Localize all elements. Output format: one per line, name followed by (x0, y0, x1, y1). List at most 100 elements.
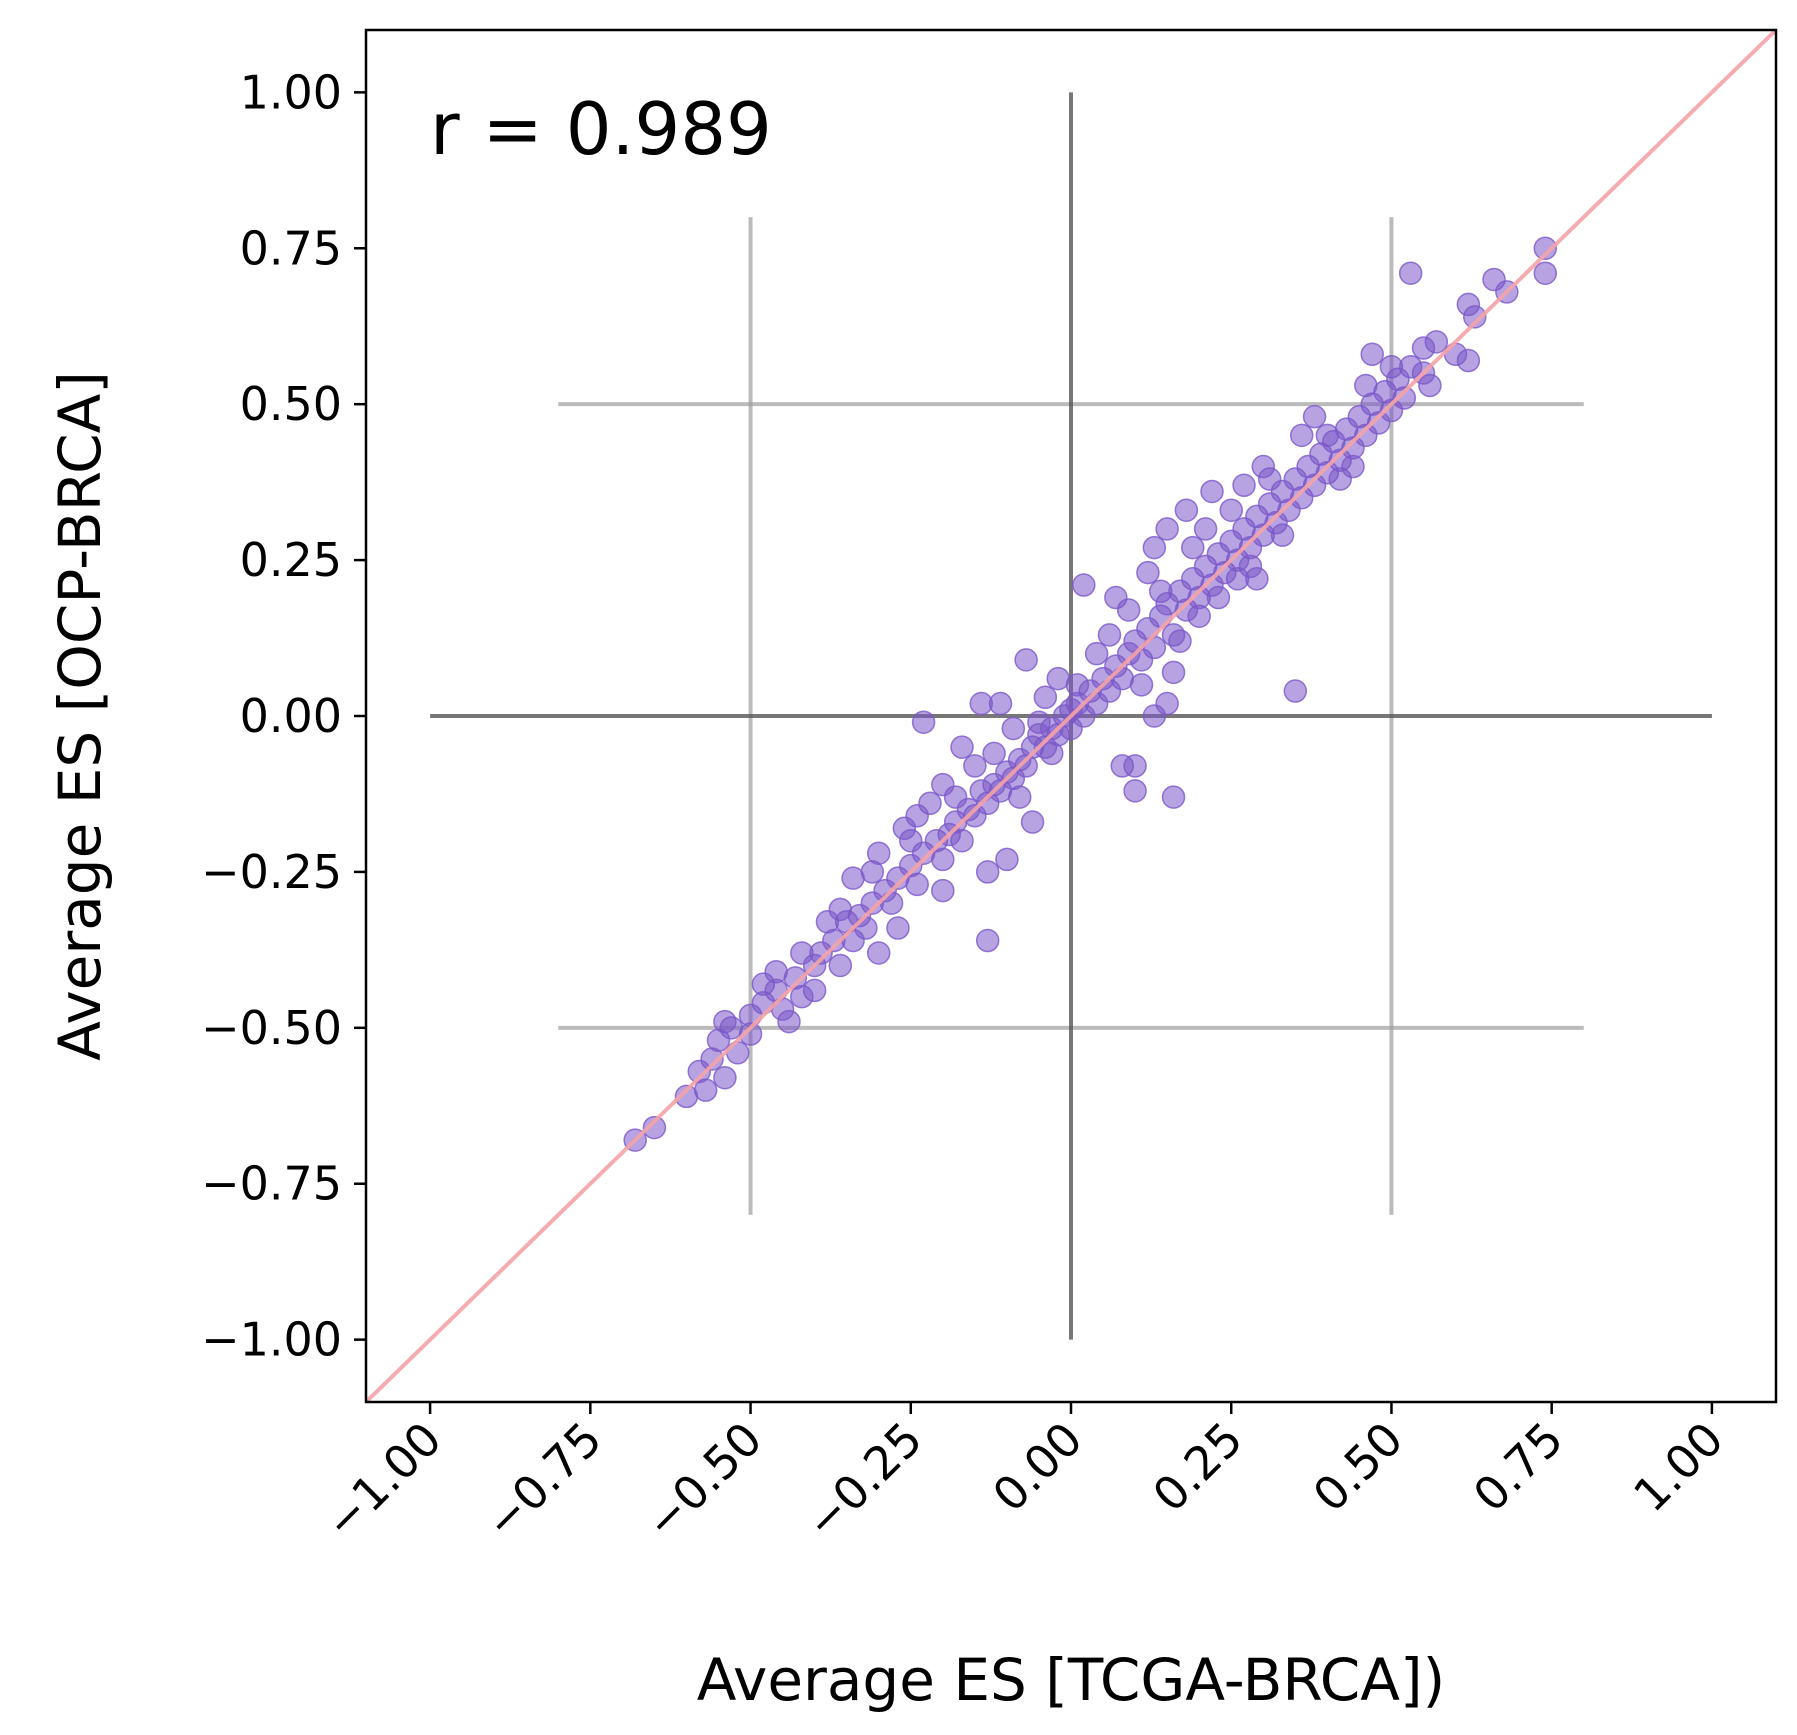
data-point (738, 1022, 763, 1046)
data-points (623, 236, 1558, 1152)
data-point (1360, 342, 1384, 367)
data-point (1014, 648, 1038, 672)
data-point (1065, 673, 1090, 697)
data-point (886, 916, 910, 940)
data-point (950, 735, 974, 759)
data-point (1104, 585, 1128, 610)
data-point (1168, 629, 1192, 653)
data-point (713, 1065, 737, 1090)
data-point (1411, 336, 1436, 360)
data-point (995, 847, 1019, 872)
data-point (790, 941, 814, 965)
data-point (1270, 523, 1295, 547)
data-point (963, 754, 987, 778)
data-point (777, 1009, 801, 1034)
data-point (1084, 641, 1109, 666)
data-point (1097, 623, 1122, 647)
data-point (1232, 473, 1256, 498)
y-axis-title: Average ES [OCP-BRCA] (46, 371, 114, 1061)
data-point (1123, 779, 1147, 803)
y-tick-label: 0.00 (240, 689, 342, 743)
x-tick-label: 1.00 (1623, 1412, 1734, 1523)
data-point (1341, 454, 1365, 479)
data-point (1398, 261, 1423, 285)
data-point (1001, 716, 1026, 741)
data-point (1225, 567, 1250, 591)
data-point (693, 1078, 718, 1102)
correlation-annotation: r = 0.989 (430, 87, 772, 171)
data-point (899, 828, 923, 853)
data-point (1020, 810, 1045, 834)
data-point (975, 860, 1000, 884)
data-point (1181, 535, 1205, 560)
y-tick-label: −0.75 (201, 1157, 342, 1211)
data-point (905, 872, 929, 897)
data-point (642, 1115, 667, 1140)
y-tick-label: 0.50 (240, 377, 342, 431)
data-point (828, 897, 853, 922)
data-point (1007, 785, 1032, 809)
data-point (911, 710, 936, 734)
data-point (931, 878, 955, 903)
data-point (1148, 579, 1173, 604)
data-point (713, 1009, 737, 1034)
data-point (931, 847, 955, 872)
data-point (1533, 261, 1558, 285)
data-point (1533, 236, 1558, 261)
x-tick-label: −0.75 (474, 1412, 612, 1550)
x-tick-label: −0.25 (795, 1412, 933, 1550)
y-tick-label: 0.75 (240, 221, 342, 275)
data-point (802, 978, 827, 1003)
identity-line (366, 30, 1776, 1402)
data-point (988, 691, 1013, 716)
data-point (1155, 517, 1179, 541)
x-tick-label: −1.00 (314, 1412, 452, 1550)
y-axis-ticks: 1.00 0.75 0.50 0.25 0.00 −0.25 −0.50 −0.75 −1.00 (201, 65, 366, 1367)
data-point (950, 828, 974, 853)
x-tick-label: −0.50 (634, 1412, 772, 1550)
data-point (1193, 517, 1218, 541)
y-tick-label: 0.25 (240, 533, 342, 587)
data-point (975, 928, 1000, 953)
x-tick-label: 0.75 (1463, 1412, 1574, 1523)
data-point (1354, 373, 1378, 398)
data-point (1123, 754, 1147, 778)
data-point (1257, 467, 1282, 491)
data-point (1200, 479, 1224, 504)
data-point (866, 941, 891, 965)
data-point (1456, 348, 1481, 373)
data-point (1206, 585, 1231, 610)
x-axis-ticks: −1.00 −0.75 −0.50 −0.25 0.00 0.25 0.50 0.75 1.00 (314, 1402, 1734, 1549)
data-point (1219, 498, 1243, 522)
data-point (982, 741, 1006, 766)
identity-line-layer (366, 30, 1776, 1402)
data-point (1136, 560, 1160, 585)
data-point (1033, 685, 1058, 710)
data-point (1161, 785, 1186, 809)
y-tick-label: −1.00 (201, 1313, 342, 1367)
y-tick-label: −0.25 (201, 845, 342, 899)
data-point (1040, 741, 1064, 766)
data-point (1161, 660, 1186, 685)
x-axis-title: Average ES [TCGA-BRCA]) (697, 1646, 1446, 1714)
data-point (1072, 573, 1096, 597)
data-point (1392, 386, 1417, 410)
data-point (1463, 305, 1487, 329)
x-tick-label: 0.00 (982, 1412, 1093, 1523)
data-point (1129, 673, 1154, 697)
data-point (1187, 604, 1211, 628)
data-point (1142, 535, 1167, 560)
data-point (751, 972, 776, 996)
y-tick-label: −0.50 (201, 1001, 342, 1055)
data-point (1302, 404, 1327, 429)
data-point (1418, 373, 1442, 398)
x-tick-label: 0.25 (1142, 1412, 1253, 1523)
data-point (1289, 423, 1314, 448)
x-tick-label: 0.50 (1303, 1412, 1414, 1523)
data-point (860, 860, 885, 884)
data-point (1315, 423, 1340, 448)
y-tick-label: 1.00 (240, 65, 342, 119)
data-point (1155, 691, 1179, 716)
data-point (905, 804, 929, 828)
